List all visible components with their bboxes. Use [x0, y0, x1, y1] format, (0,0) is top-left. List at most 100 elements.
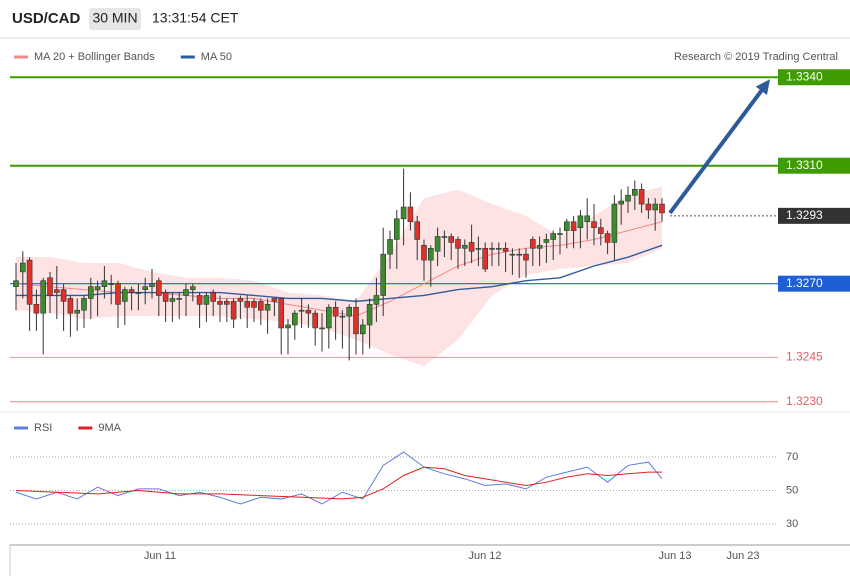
candle-body [611, 203, 618, 243]
candle-body [81, 298, 87, 311]
candle-body [40, 280, 47, 314]
level-label: 1.3293 [786, 208, 823, 222]
candle-body [359, 324, 366, 335]
y-tick-label: 70 [786, 451, 798, 463]
candle-body [631, 189, 638, 196]
candle-body [421, 245, 427, 261]
candle-body [529, 239, 536, 249]
candle-body [380, 253, 387, 296]
candle-body [495, 247, 502, 250]
candle-body [373, 295, 380, 305]
candle-body [230, 301, 237, 320]
candle-body [618, 200, 625, 205]
level-box [778, 275, 850, 292]
candle-body [393, 218, 400, 240]
legend-label: RSI [34, 422, 52, 434]
candle-body [67, 298, 74, 314]
candle-body [325, 306, 332, 329]
candle-body [516, 253, 523, 256]
candle-body [251, 301, 257, 308]
x-tick-label: Jun 12 [468, 550, 501, 562]
candle-body [366, 304, 373, 326]
candle-body [536, 245, 543, 249]
candle-body [455, 239, 461, 249]
candle-body [502, 247, 509, 252]
candle-body [257, 301, 264, 311]
candle-body [74, 309, 80, 314]
level-label: 1.3340 [786, 69, 823, 83]
candle-body [625, 194, 631, 202]
y-tick-label: 30 [786, 518, 798, 530]
candle-body [101, 280, 108, 287]
candle-body [203, 295, 210, 305]
candle-body [278, 298, 285, 329]
candle-body [312, 312, 319, 329]
interval: 30 MIN [92, 10, 137, 26]
arrow-head [755, 79, 770, 95]
bollinger-band [16, 186, 662, 367]
level-label: 1.3310 [786, 158, 823, 172]
candle-body [94, 286, 101, 290]
candle-body [339, 315, 346, 318]
candle-body [597, 227, 604, 234]
candle-body [156, 280, 162, 296]
candle-body [13, 280, 19, 287]
level-box [778, 157, 850, 174]
candle-body [550, 233, 557, 240]
candle-body [176, 298, 182, 300]
candle-body [33, 304, 40, 314]
candle-body [108, 283, 114, 285]
candle-body [190, 286, 196, 290]
legend-label: MA 50 [201, 51, 232, 63]
candle-body [645, 203, 652, 211]
candle-body [570, 221, 577, 231]
candle-body [217, 301, 223, 305]
candle-body [407, 206, 414, 223]
candle-body [47, 277, 53, 296]
candle-body [291, 312, 298, 326]
candle-body [149, 283, 155, 287]
candle-body [523, 253, 529, 261]
projection-arrow [668, 86, 766, 215]
candle-body [224, 301, 230, 305]
candle-body [122, 289, 128, 302]
candle-body [427, 247, 434, 261]
candle-body [332, 306, 339, 317]
candle-body [414, 221, 421, 240]
candle-body [475, 247, 482, 250]
candle-body [638, 189, 645, 205]
level-label: 1.3230 [786, 394, 823, 408]
candle-body [244, 301, 250, 308]
candle-body [60, 289, 67, 302]
candle-body [135, 292, 142, 294]
credit: Research © 2019 Trading Central [674, 51, 838, 63]
chart-title: USD/CAD [12, 10, 81, 27]
candle-body [489, 247, 495, 250]
rsi-line [15, 466, 662, 500]
candle-body [53, 289, 60, 293]
candle-body [319, 327, 325, 330]
candle-body [448, 236, 455, 243]
rsi-line [15, 451, 663, 505]
candle-body [652, 203, 659, 211]
candle-body [169, 298, 176, 302]
candle-body [387, 239, 393, 255]
candle-body [604, 233, 611, 243]
candle-body [509, 253, 516, 256]
x-tick-label: Jun 23 [726, 550, 759, 562]
level-box [778, 207, 850, 224]
candle-body [264, 304, 271, 311]
level-box [778, 69, 850, 86]
candle-body [346, 306, 353, 317]
candle-body [353, 306, 359, 335]
candle-body [659, 203, 665, 214]
candle-body [183, 289, 189, 296]
candle-body [210, 292, 216, 302]
candle-body [482, 247, 489, 270]
candle-body [400, 206, 407, 220]
legend-label: MA 20 + Bollinger Bands [34, 51, 155, 63]
candle-body [271, 298, 278, 302]
candle-body [196, 295, 203, 305]
candle-body [543, 239, 550, 243]
